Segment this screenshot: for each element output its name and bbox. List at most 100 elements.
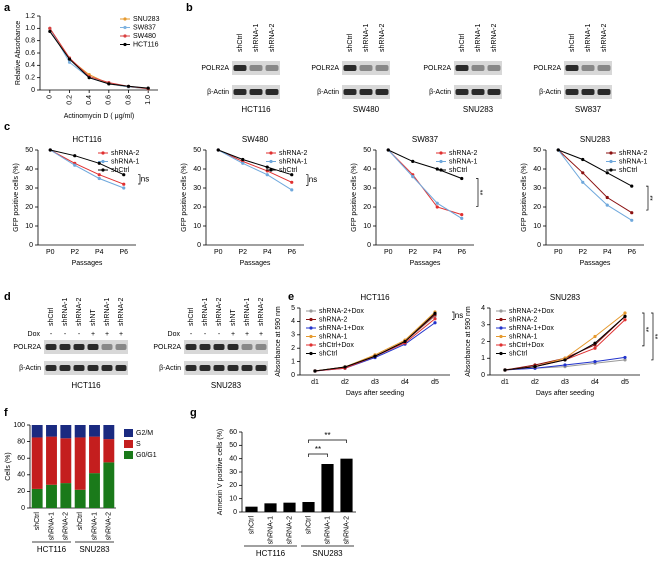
lane-label: shRNA-1 [244, 297, 251, 326]
legend-label: shCtrl+Dox [509, 342, 544, 349]
band [87, 344, 99, 350]
legend-label: shRNA-1+Dox [509, 325, 554, 332]
dox-sign: + [245, 331, 249, 338]
point [386, 148, 390, 152]
y-axis-label: Absorbance at 590 nm [465, 306, 472, 377]
legend-label: S [136, 441, 141, 448]
point [460, 176, 464, 181]
bar [321, 464, 334, 512]
significance-bracket [476, 178, 479, 207]
row-label: β-Actin [429, 89, 451, 96]
panel-label: f [4, 407, 8, 419]
bar-segment [31, 488, 43, 508]
bar [340, 458, 353, 512]
point [265, 173, 269, 177]
point [67, 60, 72, 64]
lane-label: shRNA-2 [118, 297, 125, 326]
point [97, 161, 101, 165]
x-tick-label: 0.8 [125, 95, 132, 105]
chart-title: SNU283 [580, 135, 611, 144]
band [255, 365, 267, 371]
lane-label: shCtrl [569, 33, 576, 52]
point [435, 201, 439, 205]
x-tick-label: shRNA-1 [48, 512, 55, 541]
dox-sign: - [218, 331, 221, 338]
legend-marker [309, 334, 313, 339]
x-tick-label: P4 [95, 249, 104, 256]
legend-label: SNU283 [133, 16, 160, 23]
band [185, 365, 197, 371]
lane-label: shNT [230, 309, 237, 326]
band [185, 344, 197, 350]
legend-label: shRNA-2 [111, 150, 140, 157]
series-line [558, 149, 632, 187]
band [471, 65, 485, 71]
panel-label: e [288, 291, 294, 303]
x-tick-label: d4 [591, 379, 599, 386]
y-tick-label: 30 [25, 185, 33, 192]
significance-bracket [646, 185, 649, 211]
legend-marker [309, 351, 313, 356]
dox-label: Dox [28, 331, 41, 338]
band [199, 344, 211, 350]
legend-marker [309, 309, 313, 313]
point [460, 213, 464, 217]
point [605, 195, 609, 200]
x-tick-label: shRNA-2 [106, 512, 113, 541]
legend-marker [269, 151, 273, 155]
x-tick-label: P2 [70, 249, 79, 256]
lane-label: shRNA-1 [475, 23, 482, 52]
point [563, 358, 567, 362]
band [45, 365, 57, 371]
y-tick-label: 1.0 [25, 25, 35, 32]
point [122, 186, 126, 190]
bar-segment [103, 425, 115, 440]
band [241, 365, 253, 371]
point [97, 173, 101, 177]
y-tick-label: 40 [363, 166, 371, 173]
y-tick-label: 0 [29, 242, 33, 249]
y-tick-label: 40 [533, 166, 541, 173]
x-tick-label: shCtrl [248, 516, 255, 535]
legend-marker [269, 159, 273, 164]
y-tick-label: 0.4 [25, 62, 35, 69]
significance-label: ns [309, 175, 317, 184]
y-tick-label: 1.2 [25, 13, 35, 20]
point [122, 182, 126, 186]
y-tick-label: 20 [17, 488, 25, 495]
dox-sign: - [64, 331, 67, 338]
significance-bracket [642, 312, 645, 347]
significance-label: ** [324, 431, 330, 440]
legend-label: shRNA-2+Dox [319, 308, 364, 315]
legend-marker [101, 151, 105, 155]
x-tick-label: P2 [408, 249, 417, 256]
point [290, 173, 294, 177]
group-label: SNU283 [312, 549, 343, 558]
cell-line-label: HCT116 [71, 381, 101, 390]
y-axis-label: Relative Absorbance [15, 21, 22, 85]
point [533, 365, 537, 369]
y-tick-label: 3 [291, 332, 295, 339]
legend-label: shRNA-2+Dox [509, 308, 554, 315]
legend-label: shCtrl+Dox [319, 342, 354, 349]
y-tick-label: 40 [193, 166, 201, 173]
legend-label: shRNA-2 [449, 150, 478, 157]
y-tick-label: 50 [533, 147, 541, 154]
y-tick-label: 3 [481, 322, 485, 329]
y-tick-label: 40 [229, 456, 237, 463]
y-tick-label: 40 [25, 166, 33, 173]
point [623, 318, 627, 322]
y-axis-label: GFP positive cells (%) [521, 163, 528, 232]
point [403, 339, 407, 344]
lane-label: shCtrl [188, 307, 195, 326]
band [115, 365, 127, 371]
x-tick-label: shRNA-2 [286, 516, 293, 545]
point [411, 175, 415, 179]
legend-marker [309, 326, 313, 330]
point [216, 148, 220, 152]
y-axis-label: Absorbance at 590 nm [275, 306, 282, 377]
band [199, 365, 211, 371]
significance-label: ** [650, 195, 657, 201]
bar-segment [103, 439, 115, 463]
legend-marker [269, 168, 273, 172]
